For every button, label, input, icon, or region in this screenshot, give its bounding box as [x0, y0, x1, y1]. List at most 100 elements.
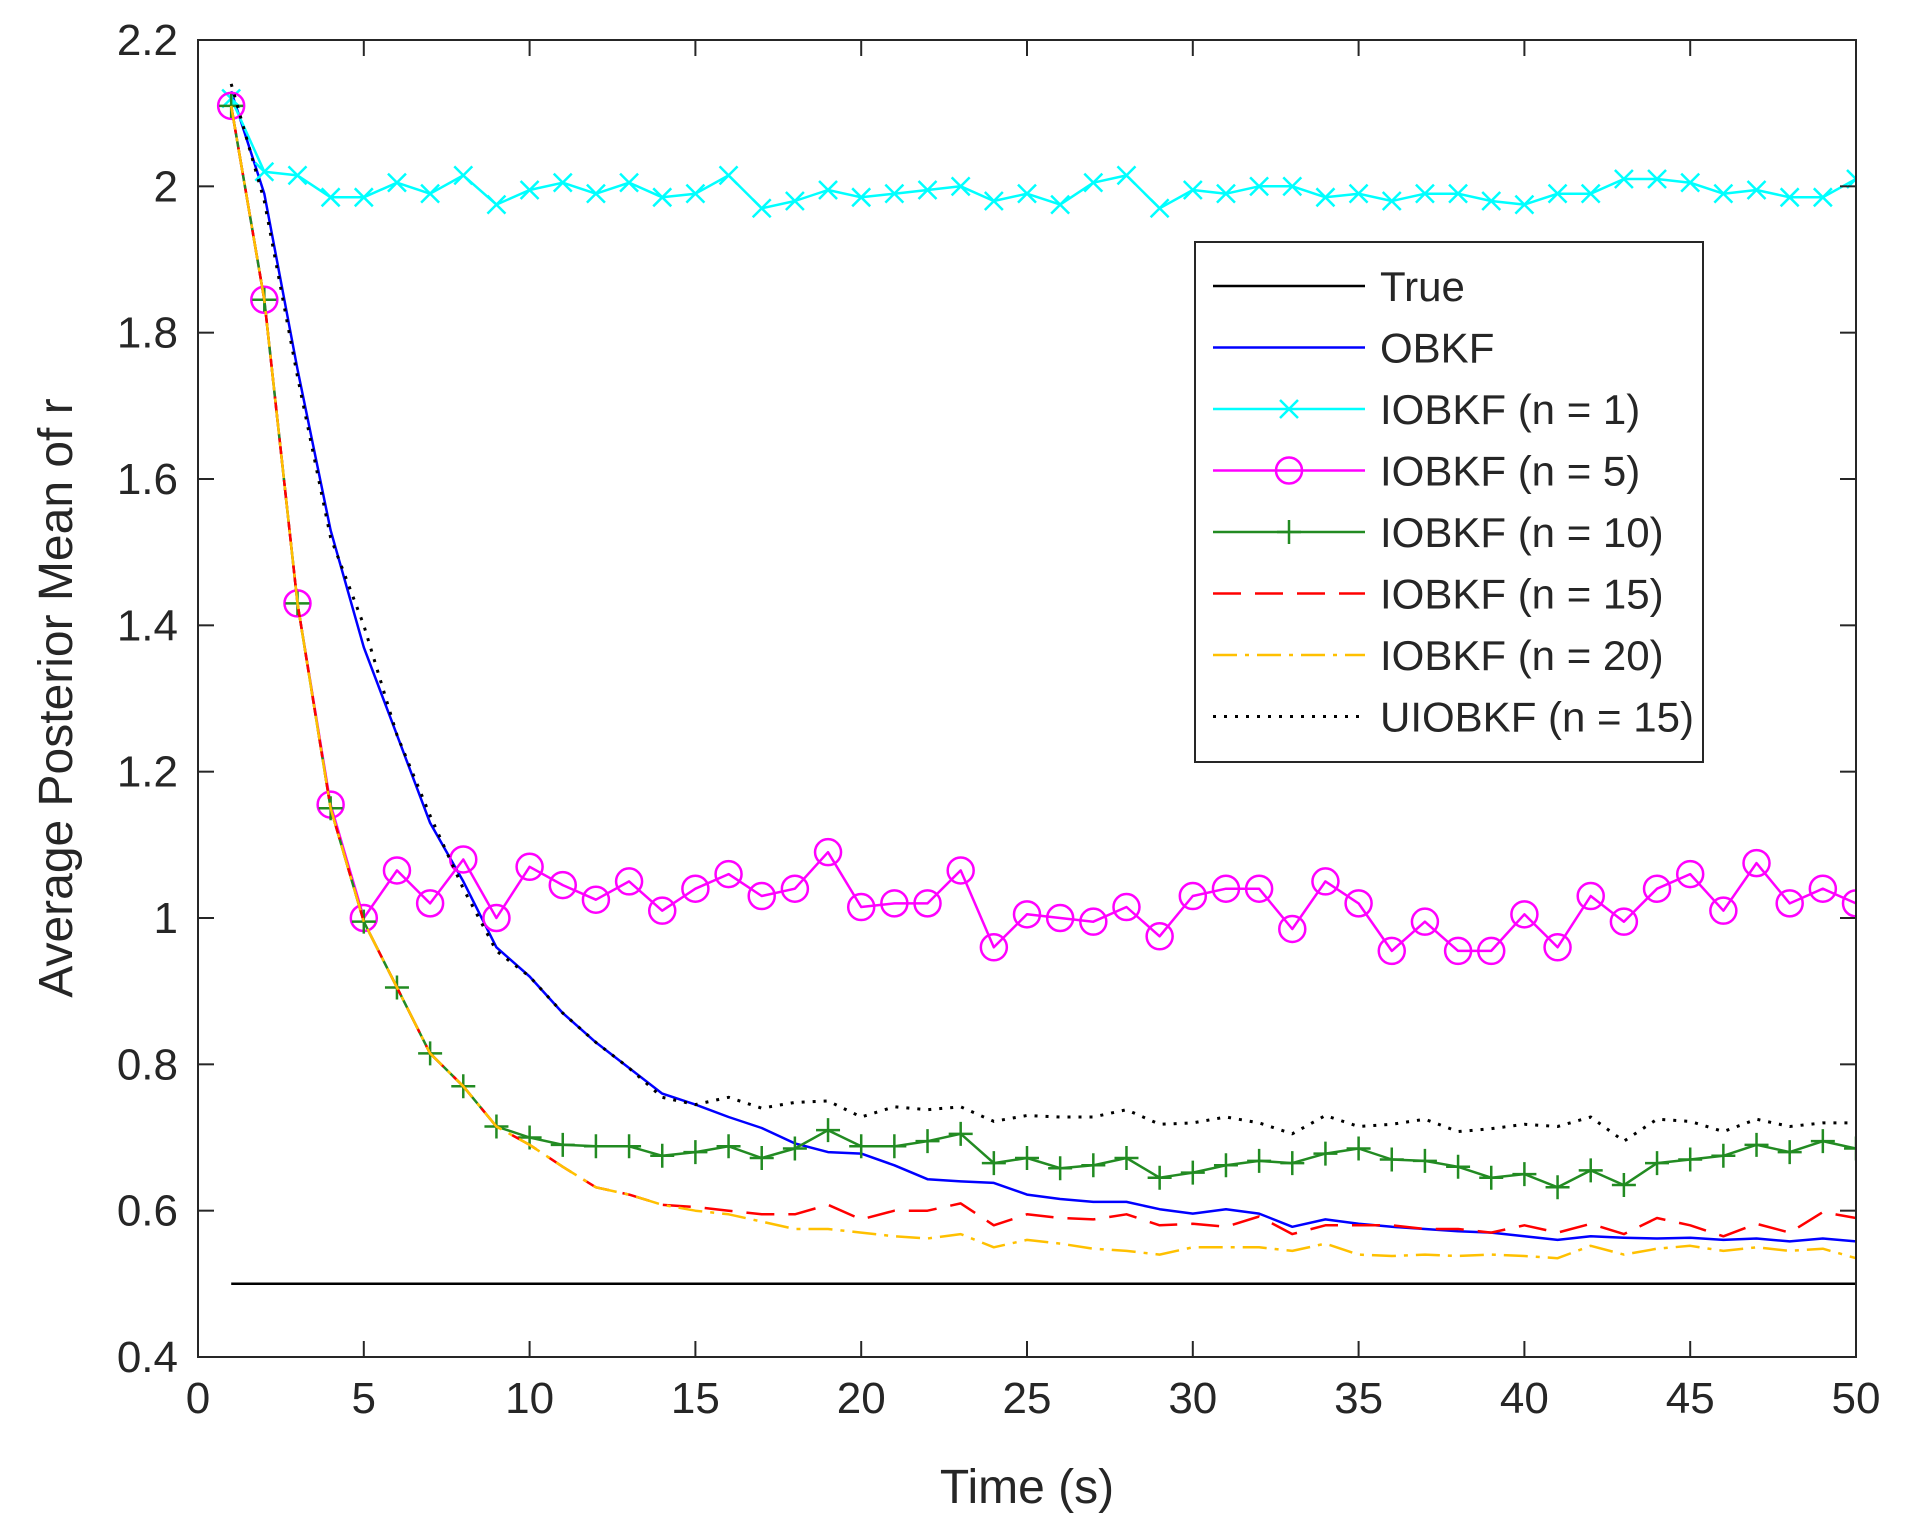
series-line [230, 97, 1856, 210]
data-point [1742, 848, 1771, 878]
data-point [816, 1118, 841, 1143]
data-point [1812, 187, 1833, 208]
data-point [216, 91, 246, 121]
data-point [1012, 900, 1042, 929]
x-tick-label: 30 [1168, 1374, 1217, 1423]
y-tick-label: 0.6 [117, 1187, 178, 1236]
legend-item: True [1213, 263, 1465, 310]
data-point [950, 176, 971, 197]
data-point [685, 183, 706, 204]
data-point [1808, 874, 1838, 903]
data-point [1846, 169, 1856, 189]
data-point [515, 852, 544, 882]
data-point [1446, 1154, 1471, 1179]
y-tick-label: 1.2 [117, 748, 178, 797]
x-tick-label: 10 [505, 1374, 554, 1423]
data-point [283, 589, 312, 618]
x-tick-label: 20 [837, 1374, 886, 1423]
data-point [1580, 183, 1601, 204]
data-point [1377, 936, 1407, 966]
data-point [1609, 907, 1639, 936]
data-point [1315, 187, 1336, 208]
data-point [849, 1134, 874, 1159]
legend-label: IOBKF (n = 10) [1380, 509, 1664, 556]
data-point [681, 874, 710, 903]
data-point [1412, 1148, 1437, 1173]
x-tick-label: 40 [1500, 1374, 1549, 1423]
data-point [1050, 194, 1071, 215]
data-point [1045, 903, 1075, 933]
y-tick-label: 1.6 [117, 455, 178, 504]
data-point [1680, 172, 1701, 193]
data-point [1678, 1147, 1703, 1172]
series-5 [229, 105, 1856, 1238]
data-point [948, 1121, 973, 1146]
data-point [1713, 183, 1734, 204]
data-point [1576, 881, 1605, 911]
data-point [1048, 1156, 1073, 1181]
legend-item: UIOBKF (n = 15) [1213, 694, 1694, 741]
data-point [1116, 165, 1137, 186]
data-point [1744, 1132, 1769, 1157]
x-tick-label: 50 [1832, 1374, 1881, 1423]
data-point [1346, 1136, 1371, 1161]
data-point [382, 856, 412, 885]
data-point [983, 191, 1004, 211]
data-point [1081, 1153, 1106, 1178]
data-point [1147, 1165, 1172, 1190]
data-point [1313, 1141, 1338, 1166]
x-tick-label: 5 [352, 1374, 376, 1423]
data-point [1613, 169, 1634, 189]
data-point [1410, 907, 1440, 936]
data-point [1145, 922, 1174, 951]
y-tick-label: 2.2 [117, 16, 178, 65]
data-point [749, 1145, 774, 1170]
data-point [1216, 183, 1236, 204]
series-line [230, 90, 1856, 1243]
data-point [1543, 933, 1572, 962]
series-2 [221, 88, 1856, 219]
data-point [552, 172, 573, 193]
data-point [1810, 1129, 1835, 1154]
data-point [784, 191, 805, 211]
legend-label: IOBKF (n = 5) [1380, 448, 1640, 495]
data-point [1675, 859, 1705, 889]
data-point [780, 874, 810, 903]
data-point [1213, 1153, 1238, 1178]
data-point [782, 1136, 807, 1161]
y-tick-label: 1 [154, 894, 178, 943]
data-point [1249, 176, 1270, 197]
data-point [583, 1134, 608, 1159]
data-point [1841, 889, 1856, 918]
series-line [229, 105, 1856, 1260]
data-point [420, 183, 441, 204]
data-point [1178, 881, 1208, 911]
data-point [1079, 907, 1108, 936]
data-point [1282, 176, 1303, 197]
data-point [884, 183, 905, 204]
x-axis-label: Time (s) [940, 1461, 1114, 1514]
data-point [1415, 183, 1435, 204]
plot-area [216, 83, 1856, 1286]
data-point [353, 187, 374, 208]
data-point [716, 1134, 741, 1159]
data-point [1481, 191, 1502, 211]
data-point [1645, 1151, 1670, 1176]
data-point [1278, 914, 1307, 944]
y-tick-label: 0.8 [117, 1040, 178, 1089]
data-point [751, 198, 772, 219]
data-point [550, 1132, 575, 1157]
x-tick-label: 45 [1666, 1374, 1715, 1423]
data-point [449, 845, 478, 874]
legend-label: IOBKF (n = 1) [1380, 386, 1640, 433]
data-point [846, 892, 876, 922]
data-point [320, 187, 341, 208]
data-point [586, 183, 606, 204]
y-axis-label: Average Posterior Mean of r [30, 398, 83, 997]
data-point [1381, 191, 1402, 211]
legend-marker [1279, 399, 1299, 419]
data-point [1443, 936, 1473, 966]
data-point [1244, 874, 1274, 903]
data-point [415, 889, 445, 918]
